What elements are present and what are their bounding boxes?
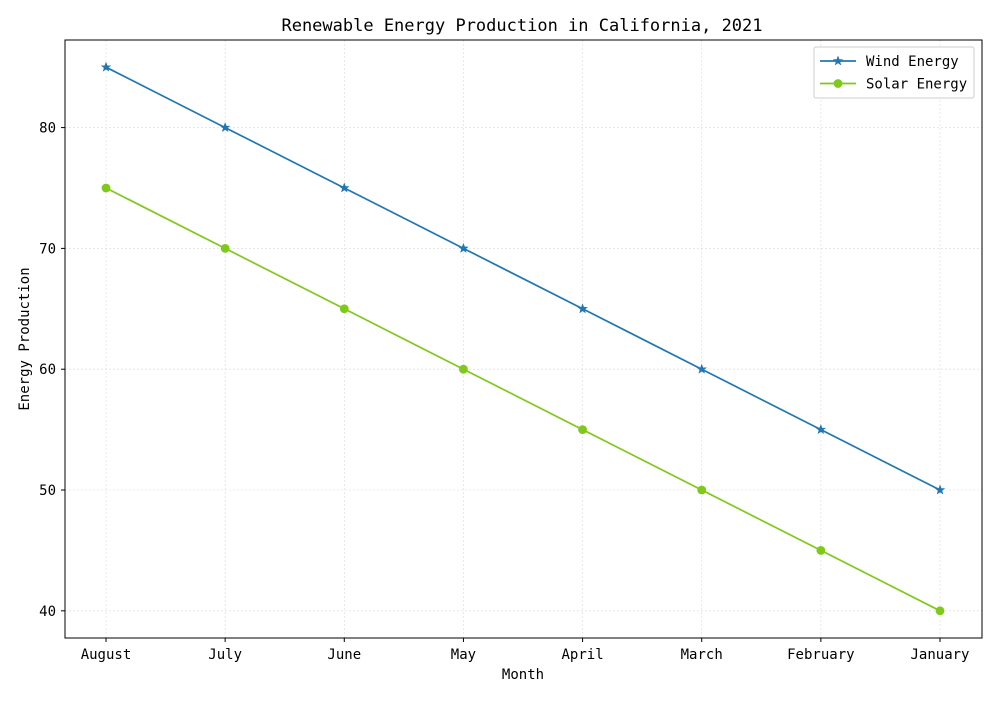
solar-energy-point [935,606,945,616]
x-tick-label: April [561,647,603,663]
wind-energy-line [105,66,941,491]
wind-energy-point [339,182,350,193]
solar-energy-point [697,485,707,495]
legend-item-wind-energy: Wind Energy [820,54,959,70]
x-tick-label: January [910,647,969,663]
x-tick-label: March [681,647,723,663]
legend-swatch-marker [833,79,843,88]
solar-energy-point [220,243,230,253]
wind-energy-point [934,484,946,495]
wind-energy-point [696,363,707,374]
solar-energy-series [101,183,945,616]
legend-label: Solar Energy [866,77,967,93]
x-tick-label: May [451,647,476,663]
wind-energy-point [815,424,827,435]
y-tick-label: 60 [39,362,56,378]
series-layer [100,61,946,616]
y-tick-label: 80 [39,121,56,137]
x-axis-label: Month [502,667,544,683]
solar-energy-point [101,183,111,193]
y-tick-label: 70 [39,241,56,257]
legend: Wind Energy Solar Energy [813,46,975,99]
wind-energy-series [100,61,946,495]
y-tick-label: 50 [39,483,56,499]
solar-energy-point [578,425,587,435]
wind-energy-point [100,61,112,72]
y-axis-label: Energy Production [17,267,33,410]
solar-energy-line [105,187,941,612]
grid-layer [65,40,982,638]
solar-energy-point [459,364,468,374]
y-axis: 40 50 60 70 80 [39,121,65,620]
solar-energy-point [816,546,826,555]
legend-label: Wind Energy [866,54,959,70]
x-tick-label: August [81,647,132,663]
legend-box [813,46,975,99]
wind-energy-point [458,242,469,253]
legend-items: Wind Energy Solar Energy [820,54,967,93]
chart-title: Renewable Energy Production in Californi… [281,16,762,36]
y-tick-label: 40 [39,604,56,620]
wind-energy-point [577,303,588,314]
plot-area-frame [64,39,983,639]
legend-item-solar-energy: Solar Energy [820,77,967,93]
wind-energy-point [219,122,231,133]
legend-swatch-marker [832,55,844,66]
x-tick-label: June [327,647,361,663]
x-axis: August July June May April March February Janua… [81,638,970,663]
solar-energy-point [339,304,349,314]
x-tick-label: February [787,647,854,663]
x-tick-label: July [208,647,242,663]
